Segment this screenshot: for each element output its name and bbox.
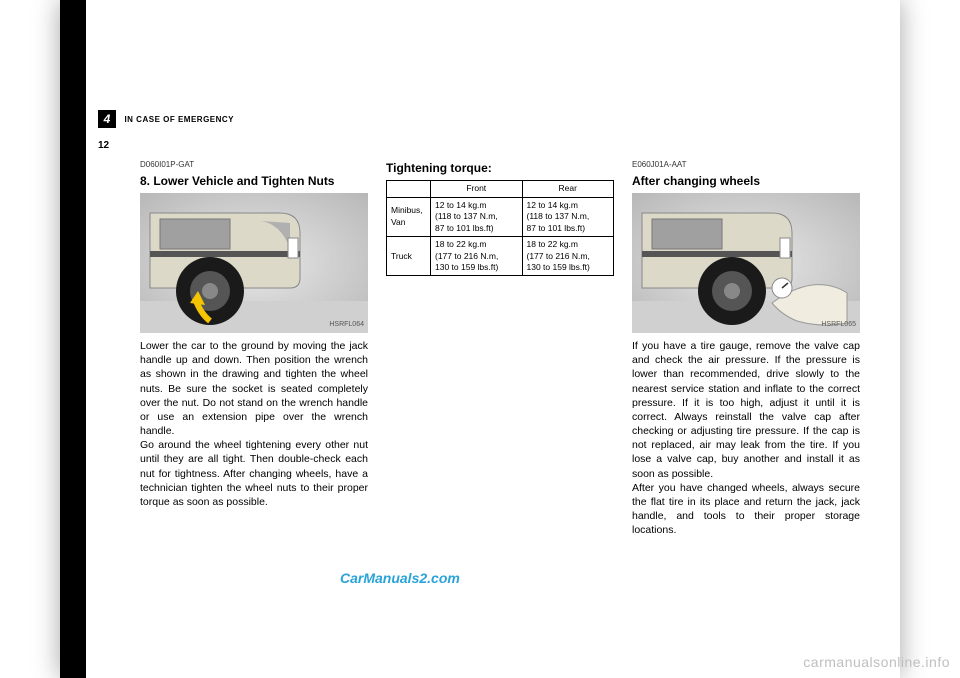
- row-label: Truck: [387, 237, 431, 276]
- table-header-rear: Rear: [522, 181, 614, 197]
- cell-rear: 18 to 22 kg.m (177 to 216 N.m, 130 to 15…: [522, 237, 614, 276]
- cell-rear: 12 to 14 kg.m (118 to 137 N.m, 87 to 101…: [522, 197, 614, 236]
- cell-front: 18 to 22 kg.m (177 to 216 N.m, 130 to 15…: [431, 237, 523, 276]
- car-illustration-2: [632, 193, 860, 333]
- section-code: E060J01A-AAT: [632, 160, 860, 171]
- side-tab: [60, 0, 86, 678]
- watermark-carmanuals2: CarManuals2.com: [340, 570, 460, 586]
- column-2: Tightening torque: Front Rear Minibus, V…: [386, 160, 614, 537]
- figure-caption: HSRFL065: [821, 320, 856, 329]
- body-text: If you have a tire gauge, remove the val…: [632, 339, 860, 537]
- table-header-row: Front Rear: [387, 181, 614, 197]
- table-row: Truck 18 to 22 kg.m (177 to 216 N.m, 130…: [387, 237, 614, 276]
- watermark-carmanualsonline: carmanualsonline.info: [803, 654, 950, 670]
- torque-table: Front Rear Minibus, Van 12 to 14 kg.m (1…: [386, 180, 614, 276]
- page-number: 12: [98, 140, 109, 151]
- figure-lower-vehicle: HSRFL064: [140, 193, 368, 333]
- content-columns: D060I01P-GAT 8. Lower Vehicle and Tighte…: [140, 160, 860, 537]
- section-title: 8. Lower Vehicle and Tighten Nuts: [140, 173, 368, 189]
- figure-after-changing: HSRFL065: [632, 193, 860, 333]
- car-illustration-1: [140, 193, 368, 333]
- chapter-header: 4 IN CASE OF EMERGENCY: [98, 110, 234, 130]
- section-code: D060I01P-GAT: [140, 160, 368, 171]
- cell-front: 12 to 14 kg.m (118 to 137 N.m, 87 to 101…: [431, 197, 523, 236]
- column-1: D060I01P-GAT 8. Lower Vehicle and Tighte…: [140, 160, 368, 537]
- section-title: Tightening torque:: [386, 160, 614, 176]
- chapter-title: IN CASE OF EMERGENCY: [124, 115, 234, 124]
- section-title: After changing wheels: [632, 173, 860, 189]
- table-header-front: Front: [431, 181, 523, 197]
- table-row: Minibus, Van 12 to 14 kg.m (118 to 137 N…: [387, 197, 614, 236]
- figure-caption: HSRFL064: [329, 320, 364, 329]
- chapter-number: 4: [98, 110, 116, 128]
- body-text: Lower the car to the ground by moving th…: [140, 339, 368, 509]
- row-label: Minibus, Van: [387, 197, 431, 236]
- column-3: E060J01A-AAT After changing wheels: [632, 160, 860, 537]
- table-header-blank: [387, 181, 431, 197]
